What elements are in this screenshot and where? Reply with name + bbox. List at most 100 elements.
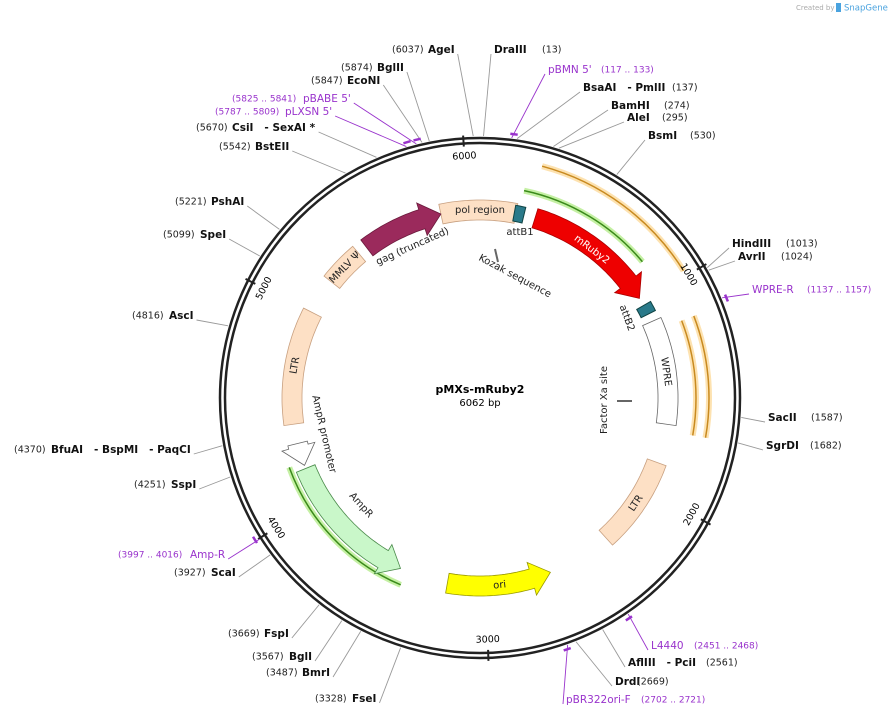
- primer-name: pBABE 5': [303, 93, 351, 105]
- site-position: (1013): [786, 239, 818, 250]
- site-name: SacII: [768, 412, 797, 424]
- kozak-mark: [494, 248, 499, 263]
- site-leader: [706, 247, 730, 268]
- site-leader: [382, 84, 423, 143]
- feature: [531, 208, 642, 299]
- site-position: (4251): [134, 480, 166, 491]
- site-position: (1587): [811, 413, 843, 424]
- primer-position: (3997 .. 4016): [118, 551, 182, 561]
- site-name: AscI: [169, 310, 194, 322]
- site-name: DraIII: [494, 44, 527, 56]
- orf-line: [523, 189, 643, 263]
- site-position: (4816): [132, 311, 164, 322]
- site-position: (5874): [341, 63, 373, 74]
- site-leader: [558, 121, 625, 149]
- primer-name: Amp-R: [190, 549, 225, 561]
- feature: [281, 307, 322, 427]
- feature: [360, 202, 442, 257]
- primer-leader: [353, 102, 417, 145]
- tick-label: 4000: [265, 515, 287, 541]
- site-position: (5221): [175, 197, 207, 208]
- primer-name: WPRE-R: [752, 284, 794, 296]
- site-leader: [292, 150, 346, 174]
- site-position: (3567): [252, 652, 284, 663]
- site-position: (3487): [266, 668, 298, 679]
- tick-mark: [462, 135, 465, 147]
- site-leader: [238, 554, 271, 578]
- site-name: SspI: [171, 479, 196, 491]
- site-leader: [406, 71, 430, 142]
- site-position: (5099): [163, 230, 195, 241]
- primer-leader: [627, 613, 649, 651]
- site-name: SpeI: [200, 229, 226, 241]
- site-name: AgeI: [428, 44, 455, 56]
- primer-mark: [510, 132, 518, 136]
- site-position: (3927): [174, 568, 206, 579]
- primer-leader: [227, 538, 260, 560]
- backbone-inner: [223, 141, 737, 655]
- site-name: AvrII: [738, 251, 766, 263]
- feature-label: AmpR: [347, 491, 375, 521]
- site-position: (1024): [781, 252, 813, 263]
- tick-mark: [700, 518, 712, 526]
- plasmid-title: pMXs-mRuby2: [436, 383, 525, 396]
- primer-mark: [563, 646, 572, 652]
- site-name: FspI: [264, 628, 289, 640]
- site-name: BsaAI - PmlII: [583, 82, 665, 94]
- site-position: (530): [690, 131, 716, 142]
- site-position: (5847): [311, 76, 343, 87]
- feature: [281, 440, 316, 466]
- site-leader: [616, 139, 646, 175]
- site-name: CsiI - SexAI *: [232, 122, 316, 134]
- orf-glow: [678, 319, 699, 437]
- credit-brand: SnapGene: [844, 4, 888, 14]
- feature-annotation: Kozak sequence: [477, 253, 553, 301]
- orf-line: [693, 315, 710, 438]
- site-leader: [553, 109, 609, 147]
- site-position: (4370): [14, 445, 46, 456]
- feature: [598, 458, 667, 546]
- tick-mark: [245, 277, 256, 285]
- site-position: (5542): [219, 142, 251, 153]
- site-name: DrdI: [615, 676, 640, 688]
- site-leader: [575, 641, 613, 687]
- site-position: (2561): [706, 658, 738, 669]
- orf-line: [541, 165, 685, 272]
- site-position: (295): [662, 113, 688, 124]
- site-leader: [199, 476, 231, 490]
- feature-annotation: Factor Xa site: [599, 366, 610, 434]
- site-leader: [379, 647, 402, 704]
- att-site: [512, 204, 527, 224]
- site-name: AleI: [627, 112, 650, 124]
- site-leader: [457, 53, 474, 137]
- primer-position: (2451 .. 2468): [694, 642, 758, 652]
- tick-label: 2000: [681, 501, 702, 527]
- site-leader: [247, 205, 280, 230]
- site-leader: [193, 445, 223, 455]
- site-name: BglII: [377, 62, 404, 74]
- site-position: (5670): [196, 123, 228, 134]
- site-position: (3328): [315, 694, 347, 705]
- site-position: (2669): [637, 677, 669, 688]
- primer-position: (5787 .. 5809): [215, 108, 279, 118]
- site-name: HindIII: [732, 238, 771, 250]
- site-leader: [708, 260, 736, 271]
- feature-label: AmpR promoter: [309, 394, 338, 475]
- site-name: EcoNI: [347, 75, 380, 87]
- site-name: BstEII: [255, 141, 289, 153]
- primer-leader: [511, 73, 546, 139]
- backbone-outer: [218, 136, 742, 660]
- site-leader: [602, 629, 626, 668]
- site-leader: [196, 319, 229, 327]
- primer-position: (2702 .. 2721): [641, 696, 705, 706]
- primer-name: pLXSN 5': [285, 106, 332, 118]
- feature: [438, 199, 519, 225]
- primer-position: (117 .. 133): [601, 66, 654, 76]
- att-site: [636, 300, 657, 319]
- plasmid-length: 6062 bp: [459, 398, 500, 409]
- primer-mark: [625, 615, 633, 622]
- site-name: BamHI: [611, 100, 650, 112]
- primer-mark: [403, 140, 411, 145]
